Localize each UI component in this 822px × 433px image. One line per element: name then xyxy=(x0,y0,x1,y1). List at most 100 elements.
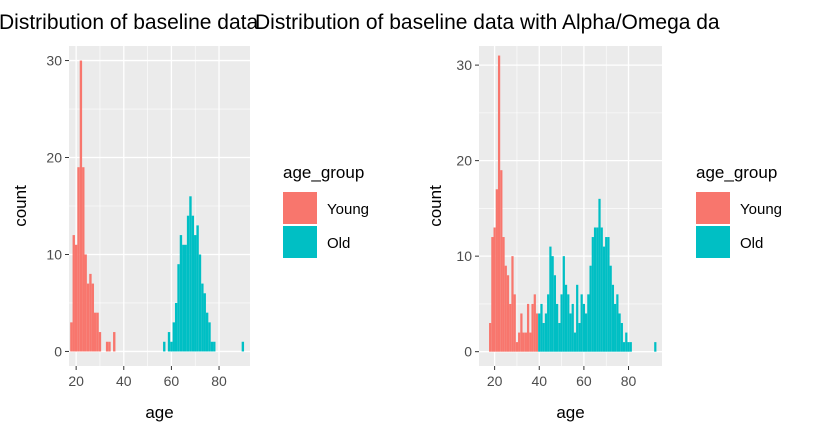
histogram-bar-old xyxy=(203,293,206,352)
x-tick-label: 80 xyxy=(621,373,637,389)
legend-title: age_group xyxy=(696,163,777,182)
histogram-bar-old xyxy=(598,198,601,352)
histogram-bar-young xyxy=(113,332,116,352)
histogram-bar-young xyxy=(82,167,85,352)
histogram-bar-old xyxy=(616,294,619,352)
histogram-bar-old xyxy=(184,244,187,352)
histogram-bar-young xyxy=(89,273,92,352)
histogram-bar-old xyxy=(609,265,612,352)
histogram-bar-old xyxy=(562,256,565,352)
histogram-bar-old xyxy=(167,332,171,352)
histogram-bar-old xyxy=(602,246,606,352)
histogram-bar-young xyxy=(84,254,87,352)
histogram-bar-old xyxy=(589,265,592,352)
legend-label-old: Old xyxy=(327,235,350,252)
legend: age_group Young Old xyxy=(696,163,782,258)
histogram-bar-old xyxy=(578,323,581,352)
legend-key-old xyxy=(696,226,730,258)
histogram-bar-old xyxy=(564,284,568,352)
histogram-bar-old xyxy=(576,284,579,352)
histogram-bar-young xyxy=(77,167,80,352)
histogram-bar-young xyxy=(518,332,521,352)
x-tick-label: 20 xyxy=(487,373,503,389)
histogram-bar-old xyxy=(620,323,623,352)
histogram-bar-old xyxy=(605,237,608,352)
histogram-bar-old xyxy=(569,313,572,352)
y-tick-label: 30 xyxy=(456,57,472,73)
y-tick-label: 20 xyxy=(46,150,62,166)
histogram-bar-young xyxy=(531,303,534,352)
histogram-bar-old xyxy=(600,227,603,352)
histogram-bar-young xyxy=(91,283,95,352)
histogram-bar-old xyxy=(596,227,599,352)
chart-panel-2: 0 10 20 30 20 40 60 80 age count age_group Young Old xyxy=(426,46,782,422)
histogram-bar-young xyxy=(105,341,109,352)
histogram-bar-young xyxy=(500,170,503,352)
histogram-bar-young xyxy=(506,275,510,352)
histogram-bar-old xyxy=(547,294,550,352)
chart-title-2: Distribution of baseline data with Alpha… xyxy=(255,11,720,34)
histogram-bar-young xyxy=(79,60,83,352)
histogram-bar-old xyxy=(542,323,545,352)
histogram-bar-old xyxy=(210,341,214,352)
histogram-bar-old xyxy=(205,312,209,352)
legend-key-old xyxy=(283,226,317,258)
histogram-bar-old xyxy=(654,342,657,352)
histogram-bar-young xyxy=(74,244,78,352)
chart-title-1: Distribution of baseline data xyxy=(0,11,258,34)
histogram-bar-young xyxy=(72,235,75,352)
x-tick-label: 40 xyxy=(531,373,547,389)
histogram-bar-old xyxy=(198,254,202,352)
y-tick-label: 20 xyxy=(456,153,472,169)
histogram-bar-young xyxy=(504,265,507,352)
histogram-bar-old xyxy=(614,303,617,352)
histogram-bar-old xyxy=(540,303,543,352)
legend-label-old: Old xyxy=(740,235,763,252)
histogram-bar-young xyxy=(522,332,525,352)
x-tick-label: 60 xyxy=(576,373,592,389)
histogram-bar-old xyxy=(174,302,178,352)
histogram-bar-young xyxy=(493,227,496,352)
histogram-bar-old xyxy=(182,244,185,352)
histogram-bar-old xyxy=(618,313,621,352)
histogram-bar-young xyxy=(497,55,501,352)
histogram-bar-old xyxy=(560,294,563,352)
histogram-bar-old xyxy=(544,313,548,352)
histogram-bar-old xyxy=(629,342,632,352)
y-tick-label: 30 xyxy=(46,53,62,69)
histogram-bar-old xyxy=(555,303,559,352)
x-tick-label: 60 xyxy=(164,373,180,389)
histogram-bar-young xyxy=(96,312,99,352)
histogram-bar-old xyxy=(607,237,610,352)
y-tick-label: 0 xyxy=(464,344,472,360)
histogram-bar-old xyxy=(587,294,590,352)
histogram-bar-young xyxy=(98,332,102,352)
legend-title: age_group xyxy=(283,163,364,182)
histogram-bar-old xyxy=(625,332,628,352)
x-tick-label: 80 xyxy=(211,373,227,389)
legend-label-young: Young xyxy=(740,201,782,218)
histogram-bar-young xyxy=(524,332,527,352)
histogram-bar-young xyxy=(502,237,505,352)
histogram-bar-old xyxy=(196,225,199,352)
histogram-bar-old xyxy=(549,246,552,352)
x-axis-label: age xyxy=(556,403,584,422)
histogram-bar-young xyxy=(491,237,494,352)
histogram-bar-old xyxy=(580,294,583,352)
y-tick-label: 10 xyxy=(456,248,472,264)
histogram-bar-young xyxy=(86,283,90,352)
histogram-bar-old xyxy=(551,256,554,352)
histogram-bar-old xyxy=(186,215,190,352)
histogram-bar-old xyxy=(191,215,195,352)
y-axis-label: count xyxy=(11,185,30,227)
x-tick-label: 40 xyxy=(116,373,132,389)
histogram-bar-young xyxy=(70,322,73,352)
histogram-bar-old xyxy=(189,196,192,352)
legend: age_group Young Old xyxy=(283,163,369,258)
legend-key-young xyxy=(696,192,730,224)
histogram-bar-old xyxy=(558,323,561,352)
histogram-bar-young xyxy=(509,303,512,352)
histogram-bar-young xyxy=(515,342,519,352)
histogram-bar-young xyxy=(108,341,111,352)
